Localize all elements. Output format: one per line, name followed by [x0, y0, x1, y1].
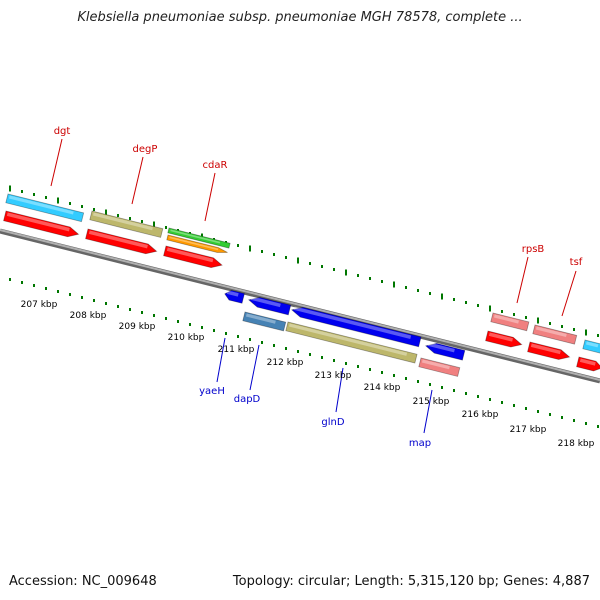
scale-label: 215 kbp	[413, 397, 450, 407]
reverse-features	[224, 289, 466, 377]
map-title: Klebsiella pneumoniae subsp. pneumoniae …	[77, 10, 523, 25]
cds-degP	[85, 228, 158, 255]
gene-label-yaeH: yaeH	[199, 386, 225, 397]
genome-backbone-highlight	[0, 229, 600, 381]
label-leader-line	[204, 172, 216, 222]
label-leader-line	[50, 138, 63, 187]
forward-features	[3, 193, 600, 372]
gene-label-map: map	[409, 438, 431, 449]
gene-labels: dgt degP cdaR rpsB tsf yaeH dapD glnD map	[50, 126, 583, 449]
gene-label-dgt: dgt	[54, 126, 71, 137]
label-leader-line	[216, 337, 226, 383]
reverse-tick-track	[9, 278, 599, 428]
scale-label: 210 kbp	[168, 333, 205, 343]
gene-label-cdaR: cdaR	[203, 160, 228, 171]
cds-glnD	[290, 306, 422, 348]
cds-rpsB	[485, 330, 523, 348]
scale-labels: 207 kbp 208 kbp 209 kbp 210 kbp 211 kbp 212 k…	[21, 300, 595, 449]
gene-tsf	[532, 324, 578, 345]
scale-label: 213 kbp	[315, 371, 352, 381]
label-leader-line	[335, 367, 344, 413]
cds-map	[424, 342, 466, 361]
gene-edge-cyan	[582, 339, 600, 355]
cds-edge	[576, 356, 600, 372]
scale-label: 209 kbp	[119, 322, 156, 332]
gene-dapD	[242, 311, 287, 332]
forward-tick-track	[9, 185, 599, 337]
label-leader-line	[249, 344, 260, 391]
cds-yaeH	[224, 289, 245, 304]
gene-label-glnD: glnD	[321, 417, 344, 428]
scale-label: 218 kbp	[558, 439, 595, 449]
genome-summary-text: Topology: circular; Length: 5,315,120 bp…	[232, 574, 590, 589]
gene-dgt	[5, 193, 85, 223]
scale-label: 214 kbp	[364, 383, 401, 393]
gene-label-degP: degP	[133, 144, 158, 155]
gene-degP	[89, 210, 164, 238]
scale-label: 217 kbp	[510, 425, 547, 435]
gene-cdaR-b	[166, 234, 228, 253]
cds-dgt	[3, 210, 80, 238]
scale-label: 216 kbp	[462, 410, 499, 420]
label-leader-line	[561, 270, 577, 317]
label-leader-line	[516, 256, 529, 304]
gene-label-dapD: dapD	[234, 394, 261, 405]
gene-rpsB	[490, 312, 530, 332]
cds-cdaR	[163, 245, 223, 268]
scale-label: 211 kbp	[218, 345, 255, 355]
label-leader-line	[131, 156, 144, 205]
gene-glnD	[285, 321, 418, 364]
accession-text: Accession: NC_009648	[9, 574, 157, 589]
label-leader-line	[423, 389, 433, 434]
scale-label: 212 kbp	[267, 358, 304, 368]
scale-label: 207 kbp	[21, 300, 58, 310]
scale-label: 208 kbp	[70, 311, 107, 321]
gene-label-tsf: tsf	[570, 257, 583, 268]
gene-cdaR-a	[167, 227, 231, 249]
cds-dapD	[247, 296, 292, 316]
gene-map	[418, 357, 461, 377]
cds-tsf	[527, 341, 571, 360]
gene-label-rpsB: rpsB	[522, 244, 545, 255]
